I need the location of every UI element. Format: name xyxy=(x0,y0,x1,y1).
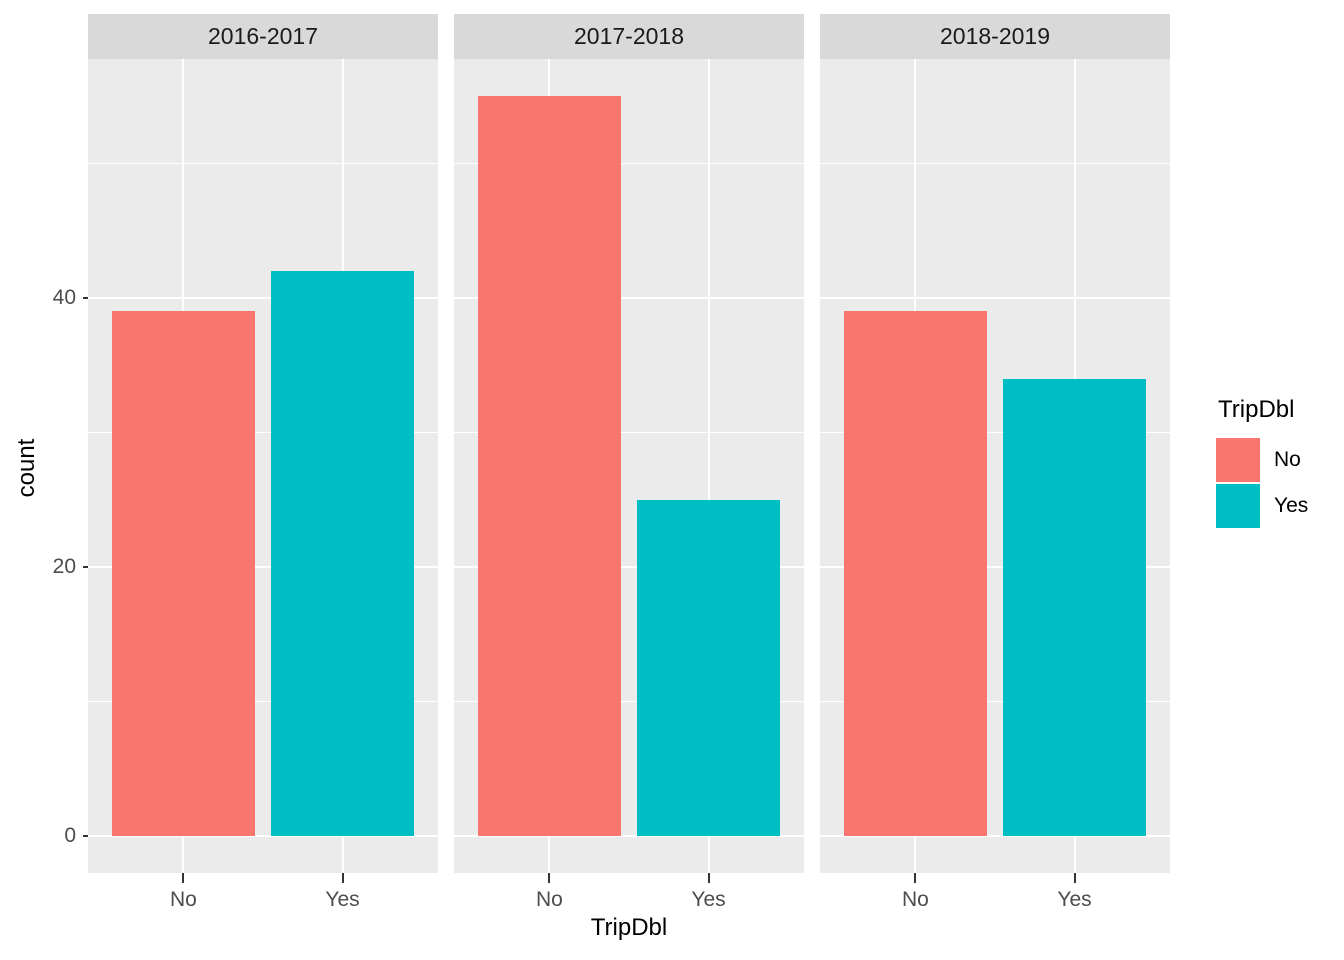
gridline-major-h xyxy=(454,835,804,837)
gridline-major-h xyxy=(88,835,438,837)
gridline-minor-h xyxy=(820,701,1170,703)
x-tick-mark xyxy=(914,873,917,883)
gridline-major-h xyxy=(454,565,804,568)
gridline-minor-h xyxy=(820,432,1170,434)
x-tick-mark xyxy=(341,873,344,883)
x-axis-title: TripDbl xyxy=(590,914,668,941)
facet-panel xyxy=(88,59,438,873)
facet-strip: 2016-2017 xyxy=(88,14,438,59)
facet-strip-label: 2018-2019 xyxy=(940,23,1050,49)
legend-title: TripDbl xyxy=(1218,396,1295,423)
legend-item-label: Yes xyxy=(1274,494,1309,517)
x-tick-label: Yes xyxy=(1057,888,1092,911)
bar-no xyxy=(843,311,987,836)
gridline-minor-h xyxy=(88,163,438,165)
x-tick-mark xyxy=(707,873,710,883)
gridline-minor-h xyxy=(820,163,1170,165)
x-tick-label: Yes xyxy=(691,888,726,911)
gridline-minor-h xyxy=(88,701,438,703)
gridline-minor-h xyxy=(454,163,804,165)
y-axis-title: count xyxy=(13,438,40,498)
bar-yes xyxy=(1003,378,1147,836)
gridline-major-h xyxy=(454,296,804,299)
facet-panel xyxy=(820,59,1170,873)
facet-strip-label: 2016-2017 xyxy=(208,23,318,49)
x-tick-label: No xyxy=(536,888,563,911)
facet-panel xyxy=(454,59,804,873)
gridline-major-h xyxy=(88,565,438,568)
legend-item-label: No xyxy=(1274,448,1301,471)
x-tick-label: No xyxy=(170,888,197,911)
gridline-major-h xyxy=(820,835,1170,837)
legend-item: Yes xyxy=(1204,484,1344,528)
x-tick-mark xyxy=(182,873,185,883)
legend-key-swatch xyxy=(1216,484,1260,528)
bar-yes xyxy=(637,499,781,836)
y-tick-label: 40 xyxy=(52,285,76,309)
gridline-major-h xyxy=(820,565,1170,568)
facet-strip: 2017-2018 xyxy=(454,14,804,59)
x-tick-label: No xyxy=(902,888,929,911)
y-tick-label: 20 xyxy=(52,554,76,578)
legend-items: No Yes xyxy=(1204,438,1344,528)
gridline-minor-h xyxy=(88,432,438,434)
bar-no xyxy=(477,96,621,836)
gridline-major-h xyxy=(88,296,438,299)
y-tick-label: 0 xyxy=(64,824,76,847)
legend-key-swatch xyxy=(1216,438,1260,482)
legend: TripDbl No Yes xyxy=(1204,396,1344,530)
facet-strip-label: 2017-2018 xyxy=(574,23,684,49)
bar-no xyxy=(111,311,255,836)
x-tick-mark xyxy=(548,873,551,883)
gridline-minor-h xyxy=(454,701,804,703)
bar-yes xyxy=(271,270,415,836)
gridline-major-v xyxy=(707,59,710,873)
x-tick-label: Yes xyxy=(325,888,360,911)
gridline-major-h xyxy=(820,296,1170,299)
x-tick-mark xyxy=(1073,873,1076,883)
legend-item: No xyxy=(1204,438,1344,482)
facet-strip: 2018-2019 xyxy=(820,14,1170,59)
gridline-minor-h xyxy=(454,432,804,434)
